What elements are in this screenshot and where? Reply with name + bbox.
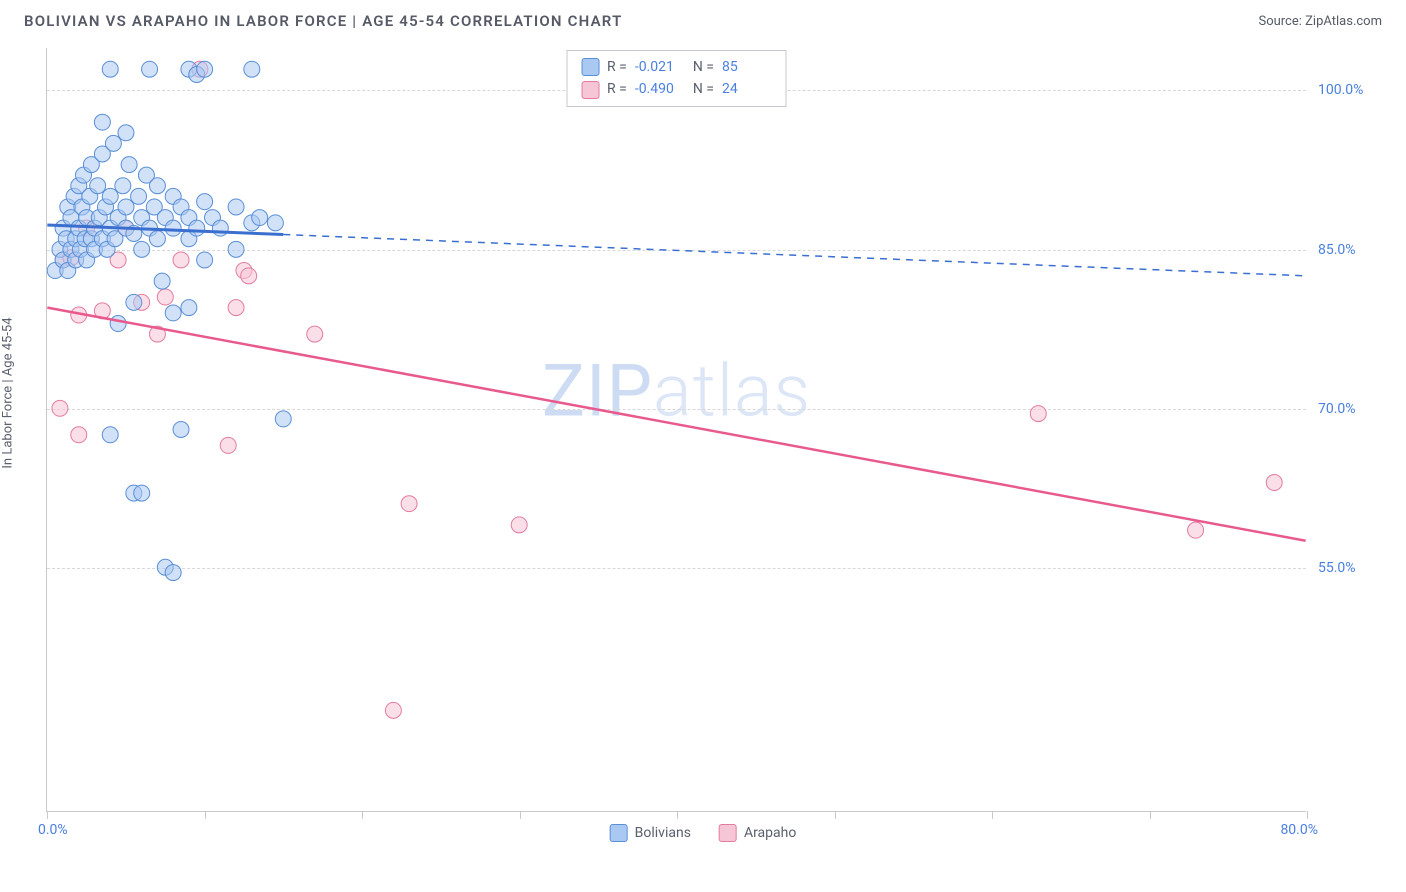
scatter-point <box>142 61 158 77</box>
x-tick <box>835 811 836 819</box>
y-tick-label: 55.0% <box>1318 560 1378 576</box>
scatter-point <box>385 702 401 718</box>
scatter-point <box>252 210 268 226</box>
y-tick-label: 70.0% <box>1318 401 1378 417</box>
scatter-point <box>173 252 189 268</box>
scatter-point <box>52 400 68 416</box>
chart-title: BOLIVIAN VS ARAPAHO IN LABOR FORCE | AGE… <box>24 12 623 30</box>
legend-item-series2: Arapaho <box>719 824 796 842</box>
scatter-point <box>71 427 87 443</box>
chart-plot-area: ZIPatlas R = -0.021 N = 85 R = -0.490 N … <box>46 48 1306 812</box>
scatter-point <box>115 178 131 194</box>
scatter-point <box>241 268 257 284</box>
x-tick <box>992 811 993 819</box>
scatter-point <box>157 289 173 305</box>
x-tick <box>1307 811 1308 819</box>
scatter-point <box>228 300 244 316</box>
stats-row-series2: R = -0.490 N = 24 <box>581 78 772 100</box>
scatter-point <box>90 178 106 194</box>
swatch-legend2 <box>719 824 737 842</box>
scatter-point <box>189 220 205 236</box>
scatter-point <box>1030 406 1046 422</box>
scatter-point <box>267 215 283 231</box>
scatter-point <box>121 157 137 173</box>
scatter-point <box>154 273 170 289</box>
scatter-point <box>197 61 213 77</box>
scatter-point <box>94 114 110 130</box>
scatter-point <box>131 188 147 204</box>
correlation-stats-box: R = -0.021 N = 85 R = -0.490 N = 24 <box>566 50 787 107</box>
x-tick <box>677 811 678 819</box>
scatter-point <box>105 135 121 151</box>
scatter-point <box>244 61 260 77</box>
scatter-svg <box>47 48 1306 811</box>
scatter-point <box>102 61 118 77</box>
y-tick-label: 100.0% <box>1318 82 1378 98</box>
scatter-point <box>220 437 236 453</box>
x-tick <box>1150 811 1151 819</box>
scatter-point <box>165 565 181 581</box>
scatter-point <box>110 316 126 332</box>
scatter-point <box>228 241 244 257</box>
scatter-point <box>102 188 118 204</box>
x-tick <box>520 811 521 819</box>
scatter-point <box>149 231 165 247</box>
scatter-point <box>1266 474 1282 490</box>
y-axis-title: In Labor Force | Age 45-54 <box>1 317 16 468</box>
stats-row-series1: R = -0.021 N = 85 <box>581 56 772 78</box>
scatter-point <box>118 125 134 141</box>
legend: Bolivians Arapaho <box>610 824 797 842</box>
scatter-point <box>134 485 150 501</box>
scatter-point <box>118 199 134 215</box>
scatter-point <box>165 305 181 321</box>
scatter-point <box>212 220 228 236</box>
x-tick <box>47 811 48 819</box>
scatter-point <box>228 199 244 215</box>
trendline-series2 <box>47 308 1305 541</box>
scatter-point <box>149 178 165 194</box>
source-label: Source: ZipAtlas.com <box>1258 14 1382 29</box>
y-tick-label: 85.0% <box>1318 242 1378 258</box>
scatter-point <box>165 220 181 236</box>
x-axis-label-min: 0.0% <box>38 822 68 838</box>
x-axis-label-max: 80.0% <box>1280 822 1318 838</box>
swatch-series2 <box>581 81 599 99</box>
scatter-point <box>401 496 417 512</box>
scatter-point <box>173 422 189 438</box>
scatter-point <box>275 411 291 427</box>
legend-item-series1: Bolivians <box>610 824 691 842</box>
scatter-point <box>181 300 197 316</box>
scatter-point <box>511 517 527 533</box>
x-tick <box>362 811 363 819</box>
scatter-point <box>1188 522 1204 538</box>
scatter-point <box>102 427 118 443</box>
x-tick <box>205 811 206 819</box>
scatter-point <box>307 326 323 342</box>
scatter-point <box>126 294 142 310</box>
swatch-series1 <box>581 58 599 76</box>
swatch-legend1 <box>610 824 628 842</box>
scatter-point <box>134 241 150 257</box>
scatter-point <box>197 194 213 210</box>
trendline-series1-dashed <box>283 235 1305 276</box>
scatter-point <box>197 252 213 268</box>
